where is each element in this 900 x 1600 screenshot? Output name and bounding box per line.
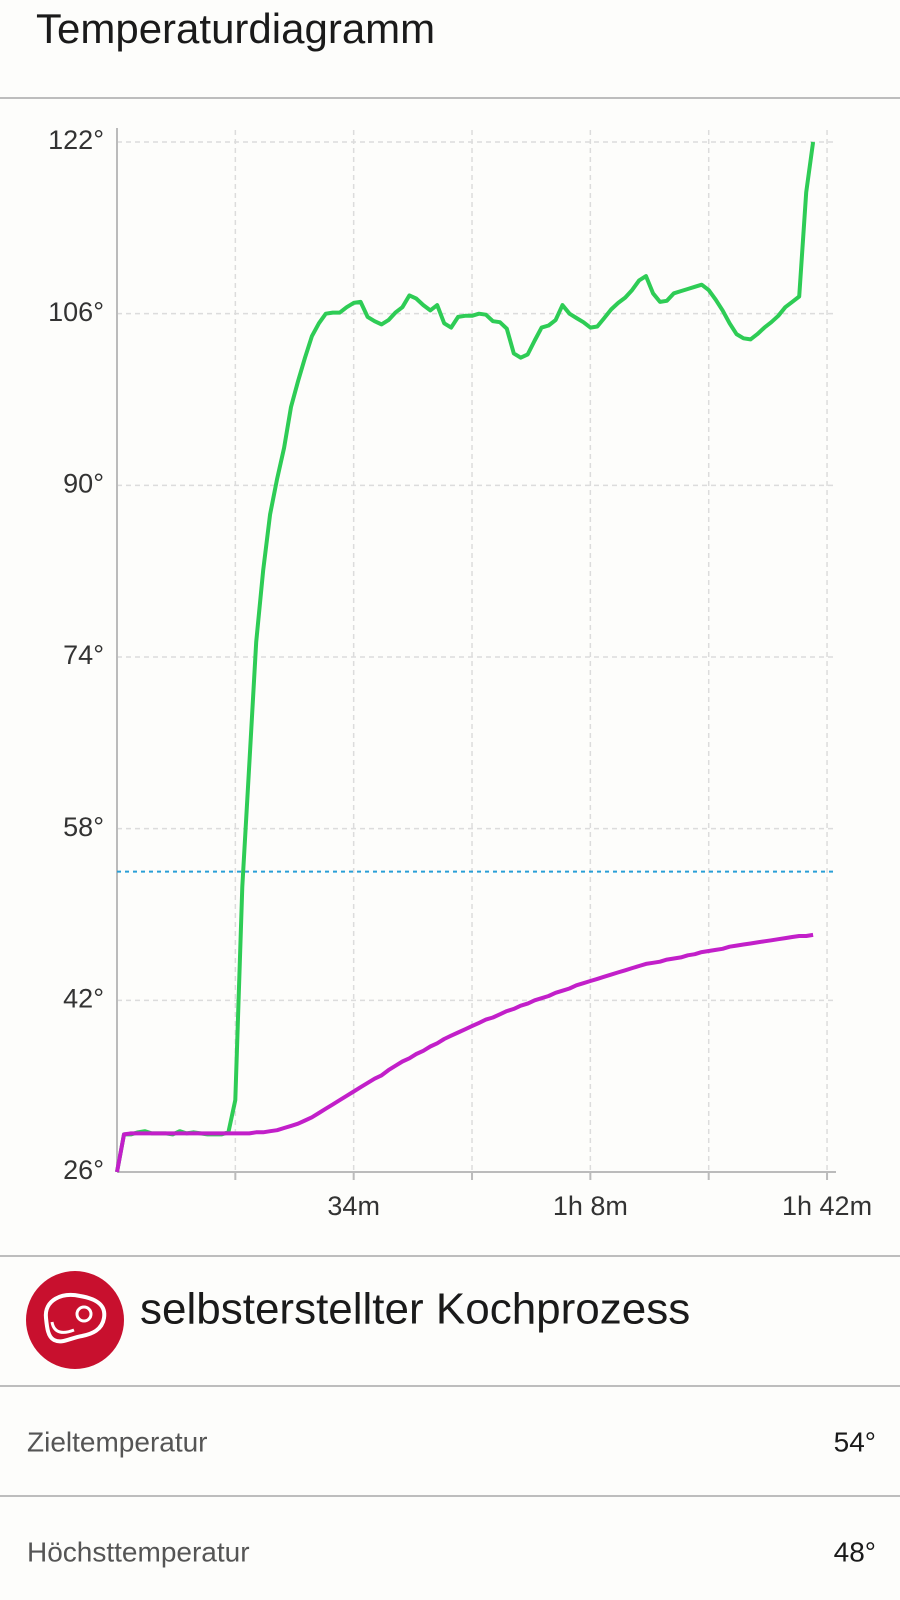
x-tick-label: 1h 42m: [782, 1191, 872, 1221]
row-value: 48°: [834, 1536, 876, 1567]
y-tick-label: 26°: [63, 1155, 104, 1185]
series-line: [115, 141, 816, 1173]
series-line: [115, 932, 814, 1173]
y-tick-label: 106°: [48, 297, 104, 327]
y-tick-label: 42°: [63, 983, 104, 1013]
y-tick-label: 58°: [63, 812, 104, 842]
x-tick-label: 34m: [327, 1191, 380, 1221]
program-title: selbsterstellter Kochprozess: [140, 1285, 690, 1334]
row-label: Zieltemperatur: [27, 1426, 208, 1457]
row-label: Höchsttemperatur: [27, 1536, 250, 1567]
chart: 26° 42° 58° 74° 90° 106° 122° 34m 1h 8m 1h 42m: [48, 125, 872, 1221]
row-value: 54°: [834, 1426, 876, 1457]
program-icon: [26, 1271, 124, 1369]
y-tick-label: 74°: [63, 640, 104, 670]
page-title: Temperaturdiagramm: [36, 5, 435, 52]
x-tick-label: 1h 8m: [553, 1191, 628, 1221]
y-tick-label: 122°: [48, 125, 104, 155]
y-tick-label: 90°: [63, 468, 104, 498]
